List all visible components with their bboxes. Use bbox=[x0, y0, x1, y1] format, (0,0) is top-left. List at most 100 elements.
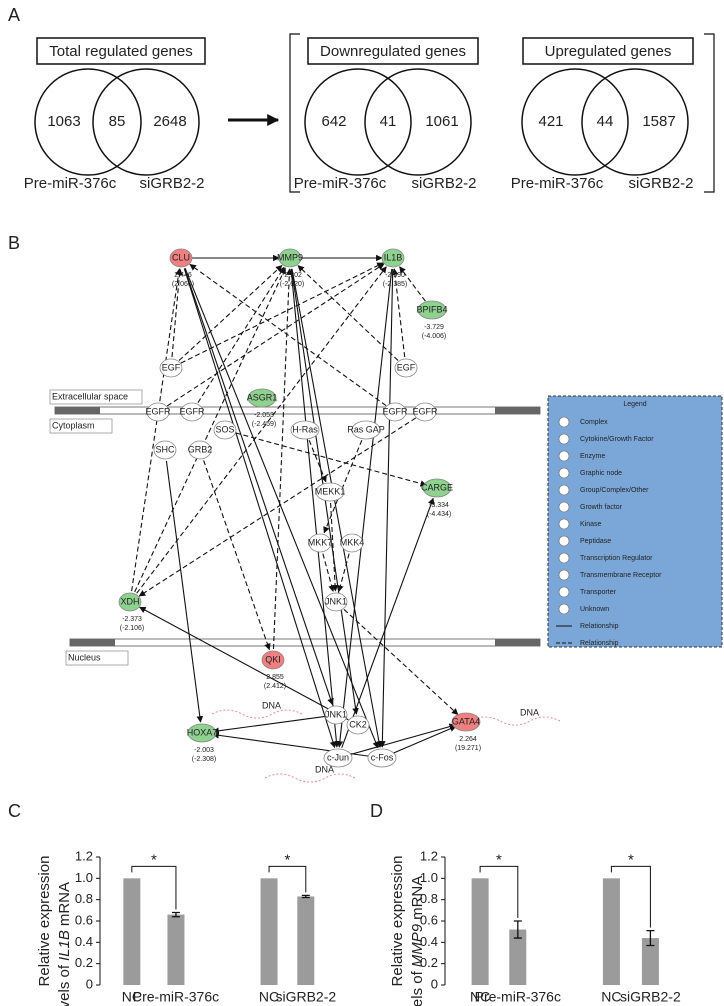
dna-strand bbox=[469, 716, 561, 726]
fold-change: -2.202 bbox=[282, 272, 302, 279]
compartment-box bbox=[65, 650, 129, 666]
relationship bbox=[291, 268, 383, 748]
error-bar bbox=[646, 929, 655, 947]
y-tick-label: 0.8 bbox=[75, 891, 93, 906]
relationship bbox=[322, 553, 335, 593]
legend-icon bbox=[558, 535, 570, 547]
node-label: IL1B bbox=[384, 252, 403, 262]
legend-icon bbox=[558, 518, 570, 530]
y-tick-label: 0.8 bbox=[420, 891, 438, 906]
y-label-line: Relative expression bbox=[389, 856, 406, 987]
fold-change: (-2.620) bbox=[280, 281, 305, 288]
venn-count: 1061 bbox=[425, 113, 458, 130]
node-label: c-Jun bbox=[327, 752, 349, 762]
node bbox=[381, 248, 405, 268]
legend-icon bbox=[558, 467, 570, 479]
fold-change: -2.590 bbox=[385, 272, 405, 279]
venn-circle bbox=[304, 68, 412, 176]
node-label: EGFR bbox=[145, 406, 171, 416]
node bbox=[324, 705, 348, 725]
compartment-label: Extracellular space bbox=[52, 391, 128, 401]
relationship bbox=[336, 268, 393, 748]
node-label: CARGE bbox=[421, 482, 453, 492]
legend-item: Graphic node bbox=[580, 470, 622, 477]
y-tick-label: 0.2 bbox=[75, 955, 93, 970]
y-tick-label: 0.4 bbox=[75, 934, 93, 949]
node bbox=[278, 248, 302, 268]
bar bbox=[167, 914, 185, 985]
x-tick-label: NC bbox=[601, 989, 621, 1005]
node-label: SHC bbox=[155, 444, 175, 454]
x-tick-label: NC bbox=[259, 989, 279, 1005]
bracket bbox=[289, 33, 715, 193]
relationship bbox=[138, 417, 417, 597]
legend-icon bbox=[558, 416, 570, 428]
venn-title: Upregulated genes bbox=[545, 43, 672, 60]
y-tick-label: 0.4 bbox=[420, 934, 438, 949]
membrane-end bbox=[70, 639, 115, 646]
node bbox=[153, 440, 177, 460]
y-tick-label: 0.2 bbox=[420, 955, 438, 970]
relationship bbox=[197, 266, 285, 404]
y-label-line: mRNA bbox=[56, 882, 73, 926]
node-label: Ras GAP bbox=[347, 424, 385, 434]
relationship bbox=[178, 265, 283, 361]
fold-change: -2.003 bbox=[194, 747, 214, 754]
node bbox=[118, 592, 142, 612]
legend-icon bbox=[558, 603, 570, 615]
significance-star: * bbox=[285, 851, 291, 868]
title-box bbox=[522, 37, 694, 65]
relationship bbox=[290, 268, 340, 748]
relationship bbox=[183, 268, 337, 749]
legend-icon bbox=[558, 586, 570, 598]
panel-label: C bbox=[8, 801, 21, 821]
venn-circle bbox=[521, 68, 629, 176]
fold-change: (-4.006) bbox=[422, 333, 447, 340]
relationship bbox=[297, 265, 399, 361]
relationship bbox=[139, 606, 349, 721]
legend-item: Relationship bbox=[580, 623, 619, 630]
venn-count: 1587 bbox=[642, 113, 675, 130]
node-label: EGFR bbox=[179, 406, 205, 416]
significance-bracket bbox=[268, 865, 307, 893]
relationship bbox=[272, 268, 293, 650]
fold-change: 2.855 bbox=[266, 674, 284, 681]
venn-label: Pre-miR-376c bbox=[294, 175, 387, 192]
fold-change: -3.729 bbox=[424, 324, 444, 331]
y-tick-label: 1.0 bbox=[420, 870, 438, 885]
node-label: JNK1 bbox=[325, 709, 347, 719]
fold-change: (-2.459) bbox=[252, 421, 277, 428]
dna-label: DNA bbox=[262, 700, 281, 710]
node bbox=[383, 402, 407, 422]
legend-icon bbox=[558, 552, 570, 564]
title-box bbox=[36, 37, 206, 65]
relationship bbox=[131, 268, 182, 592]
y-tick-label: 0 bbox=[86, 976, 93, 991]
node-label: GRB2 bbox=[188, 444, 213, 454]
y-tick-label: 1.2 bbox=[420, 848, 438, 863]
venn-circle bbox=[364, 68, 472, 176]
membrane-end bbox=[495, 639, 540, 646]
node bbox=[308, 533, 332, 553]
node-label: JNK1 bbox=[325, 596, 347, 606]
error-bar bbox=[513, 920, 522, 939]
node bbox=[290, 420, 320, 440]
legend-icon bbox=[558, 569, 570, 581]
fold-change: (19.271) bbox=[455, 745, 481, 752]
node-label: ASGR1 bbox=[247, 392, 278, 402]
venn-count: 2648 bbox=[153, 113, 186, 130]
node-label: CLU bbox=[172, 252, 190, 262]
membrane-end bbox=[55, 407, 100, 414]
fold-change: (-2.106) bbox=[120, 625, 145, 632]
legend-item: Unknown bbox=[580, 606, 609, 613]
y-tick-label: 0.6 bbox=[75, 912, 93, 927]
venn-count: 642 bbox=[321, 113, 346, 130]
relationship bbox=[136, 266, 387, 594]
node bbox=[323, 748, 353, 768]
venn-count: 44 bbox=[597, 113, 614, 130]
node bbox=[146, 402, 170, 422]
legend-item: Peptidase bbox=[580, 538, 611, 545]
panel-label: D bbox=[370, 801, 383, 821]
fold-change: (-2.385) bbox=[383, 281, 408, 288]
